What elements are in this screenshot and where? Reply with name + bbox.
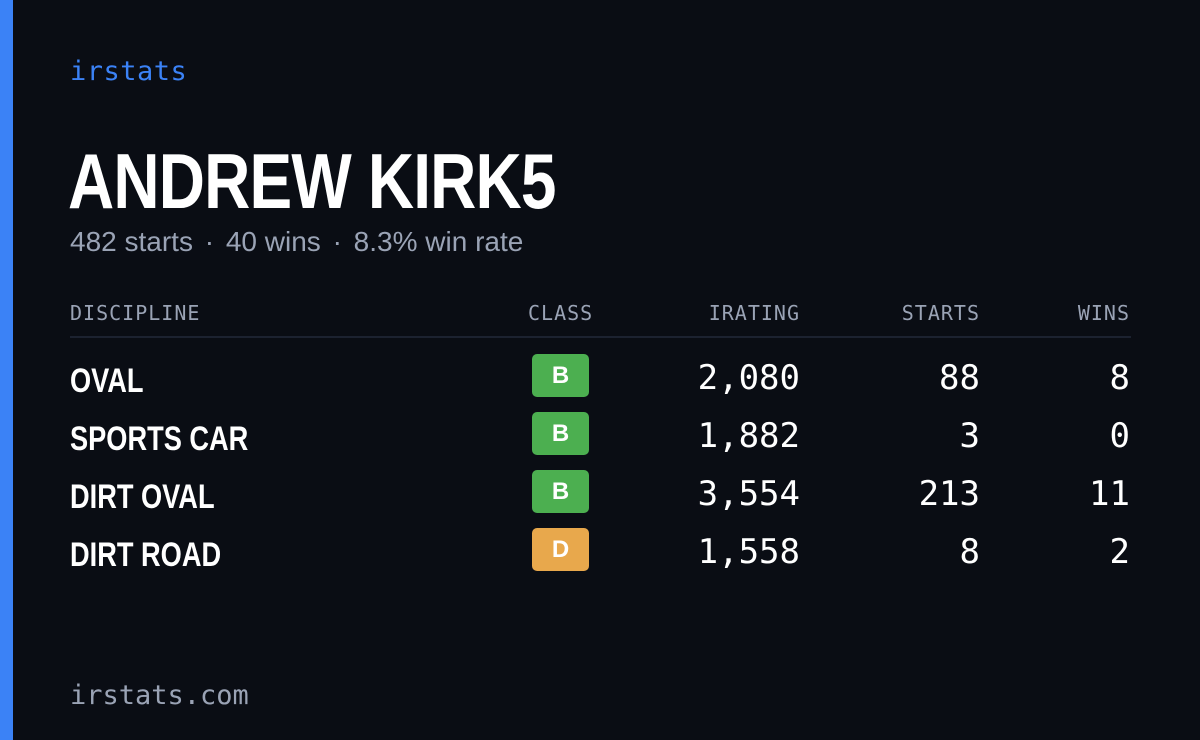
- starts-value: 3: [959, 416, 980, 456]
- table-body: OVAL B 2,080 88 8 SPORTS CAR B 1,882 3 0…: [70, 354, 1131, 586]
- win-rate-summary: 8.3% win rate: [353, 226, 524, 257]
- starts-value: 213: [918, 474, 980, 514]
- table-header: DISCIPLINE CLASS IRATING STARTS WINS: [70, 296, 1131, 338]
- discipline-name: SPORTS CAR: [70, 420, 249, 458]
- starts-summary: 482 starts: [70, 226, 193, 257]
- class-badge: B: [532, 354, 589, 397]
- discipline-name: OVAL: [70, 362, 144, 400]
- table-row: DIRT OVAL B 3,554 213 11: [70, 470, 1131, 528]
- class-badge: B: [532, 470, 589, 513]
- footer-url: irstats.com: [70, 680, 249, 711]
- wins-summary: 40 wins: [225, 226, 321, 257]
- irating-value: 2,080: [697, 358, 800, 398]
- separator-dot: ·: [332, 226, 342, 257]
- irating-value: 1,558: [697, 532, 800, 572]
- wins-value: 2: [1109, 532, 1130, 572]
- starts-value: 8: [959, 532, 980, 572]
- table-row: SPORTS CAR B 1,882 3 0: [70, 412, 1131, 470]
- header-discipline: DISCIPLINE: [70, 301, 201, 325]
- irating-value: 1,882: [697, 416, 800, 456]
- starts-value: 88: [939, 358, 980, 398]
- brand-logo-text: irstats: [70, 56, 188, 87]
- wins-value: 8: [1109, 358, 1130, 398]
- table-row: OVAL B 2,080 88 8: [70, 354, 1131, 412]
- irating-value: 3,554: [697, 474, 800, 514]
- separator-dot: ·: [204, 226, 215, 257]
- driver-name: ANDREW KIRK5: [68, 137, 556, 225]
- class-badge: D: [532, 528, 589, 571]
- discipline-name: DIRT OVAL: [70, 478, 215, 516]
- header-starts: STARTS: [901, 301, 980, 325]
- wins-value: 0: [1109, 416, 1130, 456]
- table-row: DIRT ROAD D 1,558 8 2: [70, 528, 1131, 586]
- header-wins: WINS: [1077, 301, 1130, 325]
- driver-summary: 482 starts · 40 wins · 8.3% win rate: [70, 226, 523, 258]
- wins-value: 11: [1089, 474, 1130, 514]
- header-irating: IRATING: [708, 301, 800, 325]
- header-class: CLASS: [528, 301, 594, 325]
- discipline-table: DISCIPLINE CLASS IRATING STARTS WINS OVA…: [70, 296, 1131, 586]
- accent-bar: [0, 0, 13, 740]
- class-badge: B: [532, 412, 589, 455]
- discipline-name: DIRT ROAD: [70, 536, 222, 574]
